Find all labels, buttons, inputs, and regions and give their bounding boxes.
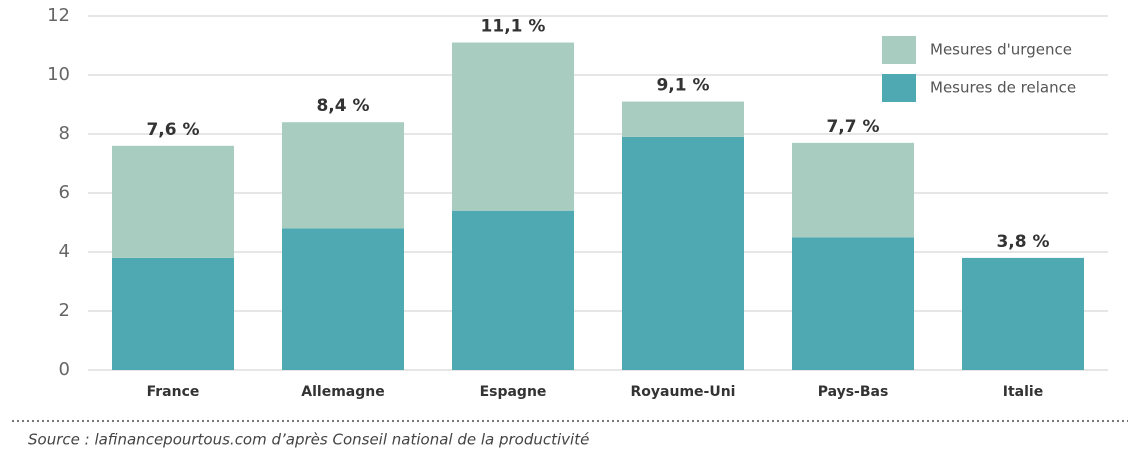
bar-segment: [112, 257, 234, 370]
y-tick-label: 6: [59, 182, 70, 203]
y-tick-label: 2: [59, 300, 70, 321]
total-label: 8,4 %: [316, 96, 369, 116]
total-label: 7,6 %: [146, 120, 199, 140]
total-label: 7,7 %: [826, 117, 879, 137]
y-tick-label: 12: [47, 5, 70, 26]
y-tick-label: 8: [59, 123, 70, 144]
bar-segment: [622, 101, 744, 137]
bar-segment: [792, 142, 914, 238]
source: Source : lafinancepourtous.com d’après C…: [28, 431, 589, 449]
x-tick-label: Allemagne: [301, 384, 384, 400]
legend-label: Mesures de relance: [930, 79, 1076, 97]
total-label: 9,1 %: [656, 76, 709, 96]
y-tick-label: 4: [59, 241, 70, 262]
y-tick-label: 0: [59, 359, 70, 380]
bar-segment: [112, 145, 234, 258]
x-tick-label: Espagne: [480, 384, 547, 400]
total-label: 3,8 %: [996, 232, 1049, 252]
bar-segment: [282, 122, 404, 229]
y-tick-label: 10: [47, 64, 70, 85]
bar-segment: [452, 210, 574, 370]
bar-segment: [622, 136, 744, 370]
x-tick-label: Pays-Bas: [818, 384, 889, 400]
bar-segment: [452, 42, 574, 211]
bar-segment: [962, 257, 1084, 370]
total-label: 11,1 %: [481, 17, 546, 37]
x-tick-label: France: [147, 384, 200, 400]
bar-segment: [282, 228, 404, 370]
bar-segment: [792, 237, 914, 370]
legend-label: Mesures d'urgence: [930, 41, 1072, 59]
legend-swatch: [882, 74, 916, 102]
legend-swatch: [882, 36, 916, 64]
x-tick-label: Royaume-Uni: [631, 384, 736, 400]
x-tick-label: Italie: [1003, 384, 1043, 400]
